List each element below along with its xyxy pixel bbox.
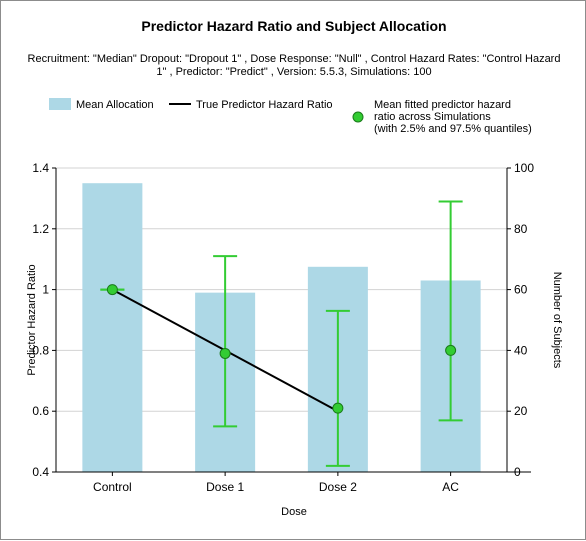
allocation-bars [82,183,481,472]
legend-bar-label: Mean Allocation [76,99,154,111]
right-tick-label: 100 [514,161,534,175]
x-tick-label: Dose 1 [206,480,244,494]
x-axis-label: Dose [281,506,307,518]
chart-subtitle-line-2: 1" , Predictor: "Predict" , Version: 5.5… [156,66,431,78]
x-tick-label: AC [442,480,459,494]
right-tick-label: 0 [514,465,521,479]
left-tick-label: 1.2 [32,222,49,236]
left-tick-label: 0.6 [32,404,49,418]
legend-marker-label-line-2: ratio across Simulations [374,111,491,123]
legend-marker-swatch [352,111,364,123]
x-tick-label: Control [93,480,132,494]
left-tick-label: 0.4 [32,465,49,479]
legend-bar-swatch [49,98,71,110]
right-tick-label: 80 [514,222,528,236]
right-axis-label: Number of Subjects [551,272,563,369]
axes [55,168,531,473]
fitted-hazard-marker [332,402,344,414]
error-bars [100,200,463,467]
right-tick-label: 40 [514,343,528,357]
legend-marker-label-line-1: Mean fitted predictor hazard [374,99,511,111]
legend: Mean Allocation True Predictor Hazard Ra… [49,98,532,135]
right-tick-label: 20 [514,404,528,418]
left-tick-label: 1.4 [32,161,49,175]
chart-subtitle-line-1: Recruitment: "Median" Dropout: "Dropout … [28,53,561,65]
x-tick-label: Dose 2 [319,480,357,494]
fitted-hazard-marker [445,344,457,356]
allocation-bar [82,183,143,472]
legend-line-label: True Predictor Hazard Ratio [196,99,333,111]
left-tick-label: 1 [42,283,49,297]
chart-title: Predictor Hazard Ratio and Subject Alloc… [141,18,446,34]
fitted-hazard-marker [219,347,231,359]
fitted-hazard-marker [106,284,118,296]
left-tick-label: 0.8 [32,343,49,357]
tick-labels: 0.4 0.6 0.8 1 1.2 1.4 0 20 40 60 80 100 Control Dose … [32,161,534,494]
left-axis-label: Predictor Hazard Ratio [26,264,38,375]
legend-marker-label-line-3: (with 2.5% and 97.5% quantiles) [374,123,532,135]
fitted-markers [106,284,457,414]
right-tick-label: 60 [514,283,528,297]
